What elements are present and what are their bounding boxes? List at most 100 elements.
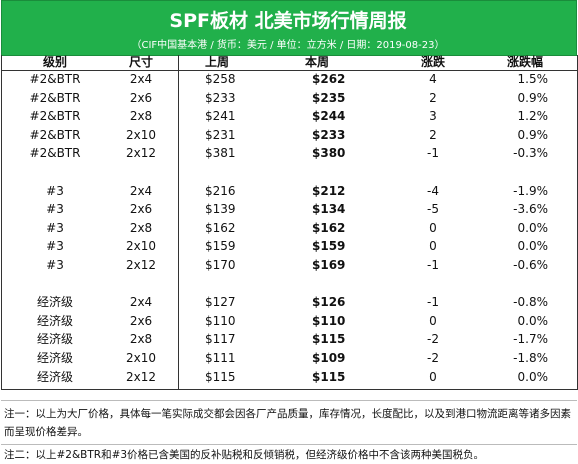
table-cell: 0 — [429, 313, 437, 328]
table-cell: 2x6 — [129, 202, 153, 217]
table-cell: 经济级 — [36, 313, 73, 328]
table-cell: #3 — [46, 239, 64, 254]
table-cell: -2 — [427, 332, 439, 347]
table-cell: #2&BTR — [29, 72, 81, 86]
table-cell: $258 — [205, 72, 236, 86]
table-cell: $231 — [205, 127, 236, 142]
table-cell: $169 — [312, 258, 346, 272]
header-rule — [1, 70, 577, 71]
table-cell: $159 — [205, 239, 236, 254]
table-cell: 2x10 — [125, 127, 156, 142]
table-cell: 经济级 — [36, 295, 73, 310]
table-cell: #3 — [46, 183, 64, 198]
table-cell: $115 — [312, 332, 346, 347]
table-cell: 0.9% — [517, 90, 549, 105]
table-cell: 1.5% — [517, 72, 549, 86]
table-cell: 2x6 — [129, 313, 153, 328]
table-cell: 2x6 — [129, 90, 153, 105]
table-cell: #2&BTR — [29, 90, 81, 105]
table-cell: 2 — [429, 127, 437, 142]
table-cell: $115 — [312, 369, 346, 384]
table-cell: 2x4 — [129, 295, 153, 310]
table-cell: #3 — [46, 220, 64, 235]
table-cell: $380 — [312, 146, 346, 161]
note: 注二：以上#2&BTR和#3价格已含美国的反补贴税和反倾销税，但经济级价格中不含… — [4, 449, 485, 461]
table-cell: -5 — [427, 202, 439, 217]
table-cell: 0.0% — [517, 369, 549, 384]
table-cell: 1.2% — [517, 109, 549, 124]
table-cell: $134 — [312, 202, 346, 217]
table-cell: $110 — [312, 313, 346, 328]
table-cell: -1 — [427, 295, 439, 310]
table-cell: $117 — [205, 332, 236, 347]
table-cell: -2 — [427, 351, 439, 365]
table-cell: $241 — [205, 109, 236, 124]
note: 注一：以上为大厂价格，具体每一笔实际成交都会因各厂产品质量，库存情况，长度配比，… — [4, 408, 571, 438]
table-cell: $139 — [205, 202, 236, 217]
column-header: 涨跌 — [420, 55, 445, 69]
subtitle: （CIF中国基本港 / 货币：美元 / 单位：立方米 / 日期：2019-08-… — [131, 40, 445, 51]
table-cell: $127 — [205, 295, 236, 310]
table-cell: 0.0% — [517, 239, 549, 254]
table-cell: 0.0% — [517, 220, 549, 235]
table-cell: #2&BTR — [29, 109, 81, 124]
column-header: 本周 — [305, 55, 330, 69]
table-cell: -1 — [427, 258, 439, 272]
table-cell: -1.7% — [513, 332, 548, 347]
header-band — [1, 0, 577, 56]
table-cell: 2x12 — [125, 146, 156, 161]
column-rule — [178, 55, 179, 389]
table-cell: -0.8% — [513, 295, 548, 310]
table-cell: -1 — [427, 146, 439, 161]
table-cell: $110 — [205, 313, 236, 328]
table-cell: 0.9% — [517, 127, 549, 142]
table-cell: $235 — [312, 90, 346, 105]
table-cell: $162 — [205, 220, 236, 235]
table-cell: 0 — [429, 239, 437, 254]
table-cell: -3.6% — [513, 202, 548, 217]
column-header: 涨跌幅 — [506, 55, 543, 69]
table-cell: $216 — [205, 183, 236, 198]
table-cell: $115 — [205, 369, 236, 384]
table-cell: 经济级 — [36, 351, 73, 365]
table-cell: 2x12 — [125, 369, 156, 384]
table-cell: 2x8 — [129, 109, 153, 124]
table-cell: $162 — [312, 220, 346, 235]
column-header: 尺寸 — [128, 55, 153, 69]
table-cell: $381 — [205, 146, 236, 161]
table-cell: $244 — [312, 109, 346, 124]
note-rule — [1, 400, 577, 401]
table-cell: 经济级 — [36, 369, 73, 384]
column-header: 级别 — [42, 55, 67, 69]
table-cell: -1.9% — [513, 183, 548, 198]
table-cell: -0.6% — [513, 258, 548, 272]
table-cell: 0.0% — [517, 313, 549, 328]
table-cell: $212 — [312, 183, 346, 198]
table-cell: #2&BTR — [29, 146, 81, 161]
table-cell: $159 — [312, 239, 346, 254]
table-cell: 4 — [429, 72, 437, 86]
table-cell: 0 — [429, 369, 437, 384]
column-header: 上周 — [205, 55, 230, 69]
table-cell: 3 — [429, 109, 437, 124]
table-cell: $233 — [312, 127, 346, 142]
table-cell: -0.3% — [513, 146, 548, 161]
table-cell: #2&BTR — [29, 127, 81, 142]
table-cell: 2x10 — [125, 351, 156, 365]
table-cell: 2x12 — [125, 258, 156, 272]
table-cell: #3 — [46, 258, 64, 272]
table-cell: 2x4 — [129, 183, 153, 198]
table-cell: -1.8% — [513, 351, 548, 365]
table-cell: $233 — [205, 90, 236, 105]
table-cell: $170 — [205, 258, 236, 272]
table-cell: #3 — [46, 202, 64, 217]
table-cell: 2x10 — [125, 239, 156, 254]
table-cell: $126 — [312, 295, 346, 310]
title: SPF板材 北美市场行情周报 — [169, 10, 407, 32]
table-cell: 0 — [429, 220, 437, 235]
table-cell: 2x4 — [129, 72, 153, 86]
table-cell: 2 — [429, 90, 437, 105]
table-cell: $111 — [205, 351, 236, 365]
table-cell: $262 — [312, 72, 346, 86]
